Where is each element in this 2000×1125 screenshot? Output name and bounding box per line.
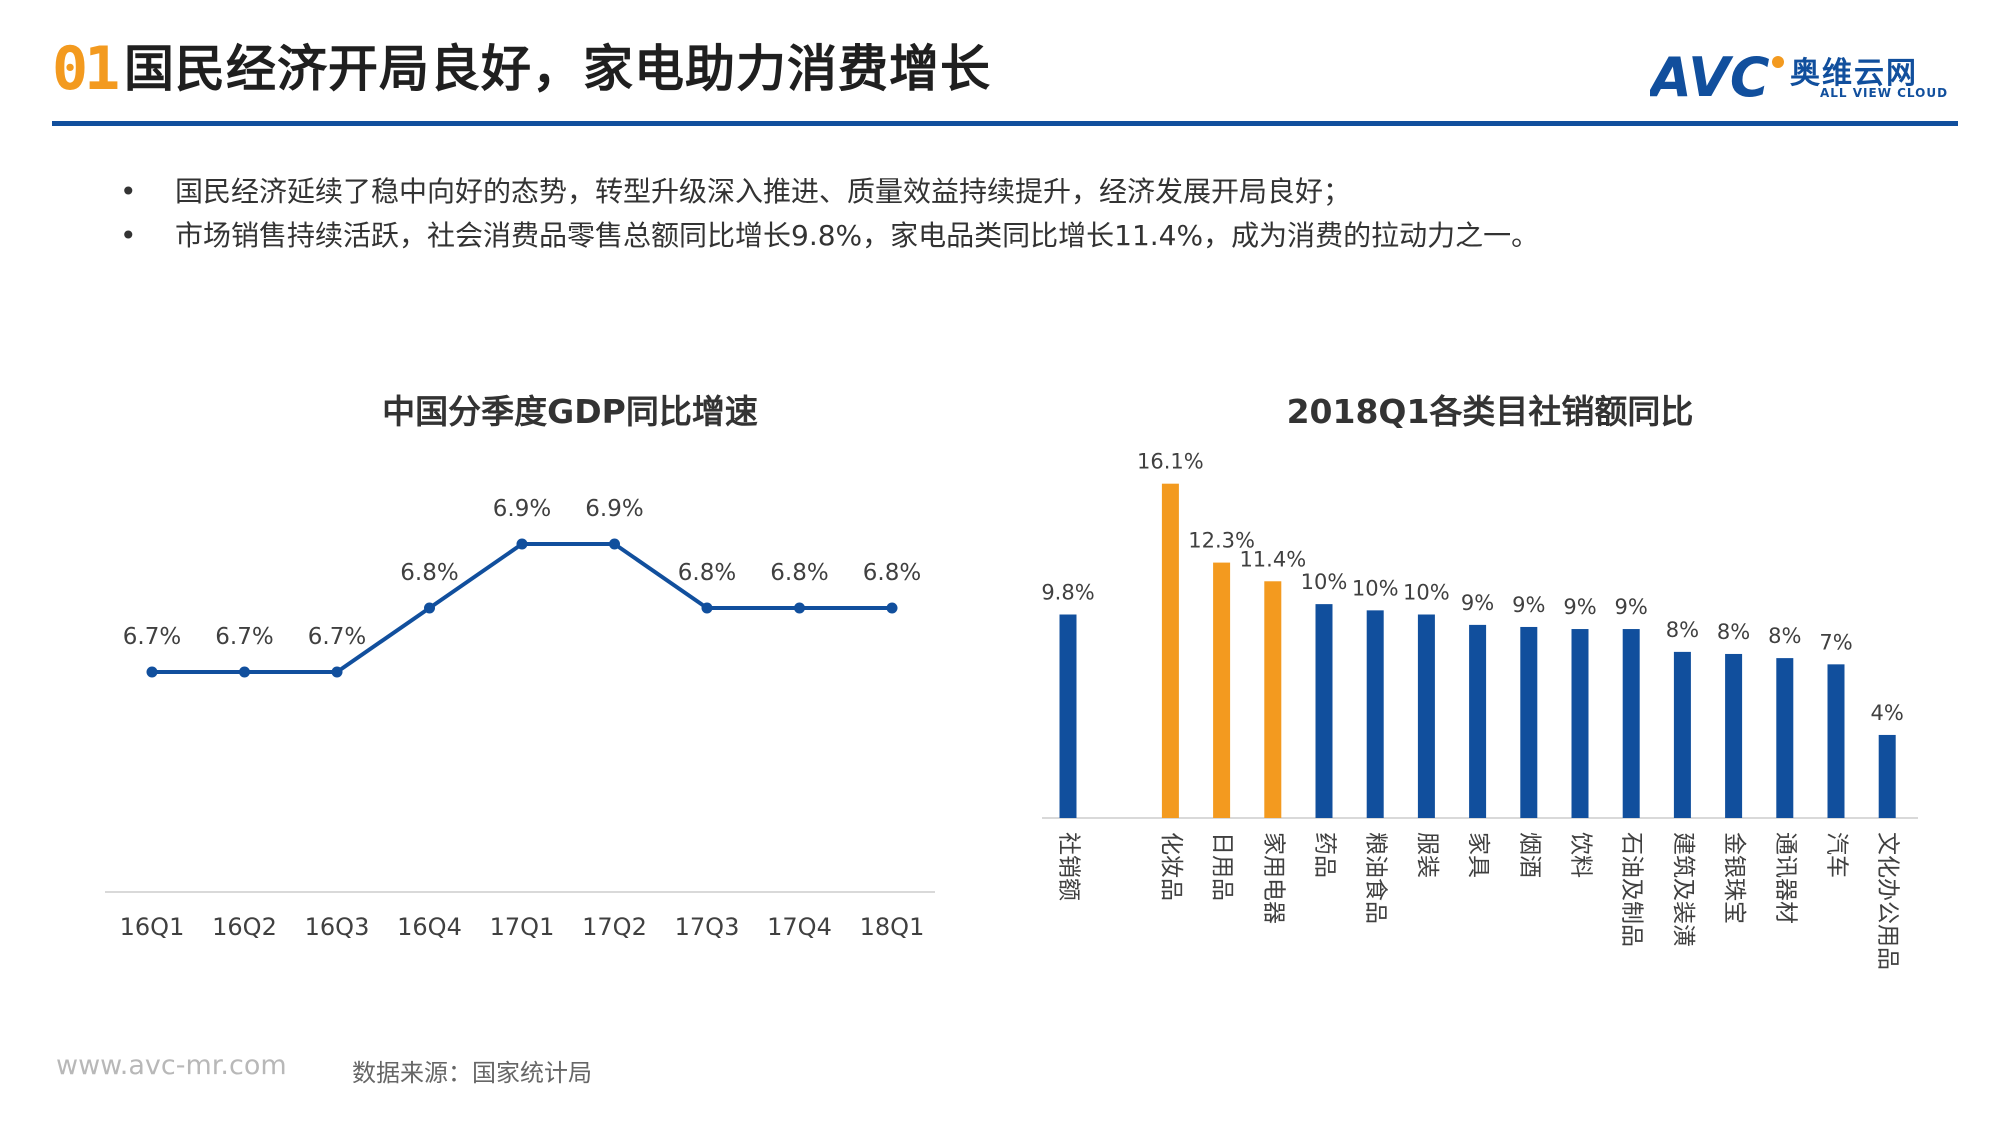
bar-data-label: 9.8% xyxy=(1041,581,1094,605)
gdp-tick-label: 17Q4 xyxy=(767,913,832,941)
bar-tick-label: 社销额 xyxy=(1056,832,1082,901)
category-bar xyxy=(1622,629,1640,818)
category-bar xyxy=(1417,614,1435,818)
category-bar xyxy=(1776,658,1794,818)
category-bar xyxy=(1673,651,1691,818)
gdp-tick-label: 16Q1 xyxy=(120,913,185,941)
bar-data-label: 10% xyxy=(1301,570,1348,594)
bar-tick-label: 通讯器材 xyxy=(1772,832,1798,924)
bar-data-label: 9% xyxy=(1461,591,1494,615)
gdp-tick-label: 16Q4 xyxy=(397,913,462,941)
gdp-chart-title: 中国分季度GDP同比增速 xyxy=(382,392,758,431)
bar-tick-label: 家具 xyxy=(1465,832,1491,878)
category-bar xyxy=(1366,610,1384,818)
header-rule xyxy=(52,121,1958,126)
gdp-tick-label: 17Q1 xyxy=(490,913,555,941)
bar-data-label: 10% xyxy=(1403,581,1450,605)
bar-tick-label: 粮油食品 xyxy=(1363,832,1389,924)
bar-data-label: 10% xyxy=(1352,576,1399,600)
gdp-data-label: 6.7% xyxy=(123,624,181,650)
page-title: 国民经济开局良好，家电助力消费增长 xyxy=(124,40,991,98)
bar-data-label: 8% xyxy=(1666,618,1699,642)
gdp-tick-label: 17Q2 xyxy=(582,913,647,941)
bar-tick-label: 家用电器 xyxy=(1260,832,1286,924)
logo-name-en: ALL VIEW CLOUD xyxy=(1820,86,1949,100)
bar-data-label: 7% xyxy=(1819,630,1852,654)
gdp-data-label: 6.8% xyxy=(863,560,921,586)
gdp-point xyxy=(886,602,898,614)
category-bar xyxy=(1315,604,1333,818)
gdp-tick-label: 16Q2 xyxy=(212,913,277,941)
bar-tick-label: 金银珠宝 xyxy=(1721,832,1747,924)
gdp-data-label: 6.7% xyxy=(308,624,366,650)
gdp-line-chart: 6.7% 16Q1 6.7% 16Q2 6.7% 16Q3 6.8% 16Q4 6.9% 17Q1… xyxy=(105,496,935,941)
category-bar xyxy=(1059,614,1077,818)
bullet-text: 国民经济延续了稳中向好的态势，转型升级深入推进、质量效益持续提升，经济发展开局良… xyxy=(175,175,1352,208)
bar-tick-label: 日用品 xyxy=(1209,832,1235,901)
footer-url[interactable]: www.avc-mr.com xyxy=(56,1050,287,1081)
bar-tick-label: 建筑及装潢 xyxy=(1670,832,1696,947)
gdp-point xyxy=(424,602,435,614)
category-bar xyxy=(1520,626,1538,818)
gdp-tick-label: 17Q3 xyxy=(675,913,740,941)
bar-data-label: 9% xyxy=(1563,595,1596,619)
bar-data-label: 12.3% xyxy=(1188,529,1255,553)
category-bar xyxy=(1161,483,1179,818)
gdp-data-label: 6.8% xyxy=(400,560,458,586)
category-bar xyxy=(1264,581,1282,818)
category-chart-title: 2018Q1各类目社销额同比 xyxy=(1286,392,1694,431)
category-bar xyxy=(1827,664,1845,818)
bar-tick-label: 烟酒 xyxy=(1516,832,1542,878)
category-bar xyxy=(1213,562,1231,818)
category-bar xyxy=(1725,653,1743,818)
gdp-point xyxy=(609,538,620,550)
bullet-item: • 市场销售持续活跃，社会消费品零售总额同比增长9.8%，家电品类同比增长11.… xyxy=(120,214,1920,258)
bar-data-label: 8% xyxy=(1768,624,1801,648)
gdp-tick-label: 16Q3 xyxy=(305,913,370,941)
category-bar-chart: 9.8% 社销额 16.1% 化妆品 12.3% 日用品 11.4% 家用电器 10% 药品 10%… xyxy=(1041,450,1918,970)
bar-data-label: 8% xyxy=(1717,620,1750,644)
gdp-point xyxy=(701,602,713,614)
bullet-item: • 国民经济延续了稳中向好的态势，转型升级深入推进、质量效益持续提升，经济发展开… xyxy=(120,170,1920,214)
gdp-point xyxy=(239,666,250,678)
gdp-data-label: 6.8% xyxy=(678,560,736,586)
bar-tick-label: 汽车 xyxy=(1824,832,1850,878)
category-bar xyxy=(1469,624,1487,818)
bar-tick-label: 文化办公用品 xyxy=(1875,832,1901,970)
bullet-text: 市场销售持续活跃，社会消费品零售总额同比增长9.8%，家电品类同比增长11.4%… xyxy=(175,219,1540,252)
data-source: 数据来源：国家统计局 xyxy=(352,1059,592,1087)
gdp-data-label: 6.8% xyxy=(770,560,828,586)
bullet-dot: • xyxy=(120,219,137,252)
gdp-point xyxy=(331,666,343,678)
bar-data-label: 16.1% xyxy=(1137,450,1204,474)
gdp-data-label: 6.9% xyxy=(493,496,551,522)
bar-tick-label: 饮料 xyxy=(1568,832,1594,878)
gdp-point xyxy=(794,602,805,614)
logo-dot-icon xyxy=(1772,56,1784,68)
bar-data-label: 9% xyxy=(1512,593,1545,617)
bar-tick-label: 化妆品 xyxy=(1158,832,1184,901)
gdp-point xyxy=(146,666,158,678)
header: 01 国民经济开局良好，家电助力消费增长 AVC 奥维云网 ALL VIEW C… xyxy=(0,0,2000,130)
category-bar xyxy=(1878,734,1896,818)
section-number: 01 xyxy=(52,34,120,104)
bar-data-label: 9% xyxy=(1615,595,1648,619)
gdp-point xyxy=(516,538,528,550)
avc-logo: AVC 奥维云网 ALL VIEW CLOUD xyxy=(1646,46,1960,109)
gdp-data-label: 6.9% xyxy=(585,496,643,522)
bar-tick-label: 药品 xyxy=(1312,832,1338,878)
bar-data-label: 4% xyxy=(1871,701,1904,725)
gdp-data-label: 6.7% xyxy=(215,624,273,650)
bar-data-label: 11.4% xyxy=(1239,547,1306,571)
logo-mark: AVC xyxy=(1650,46,1770,106)
bullet-dot: • xyxy=(120,175,137,208)
bar-tick-label: 石油及制品 xyxy=(1619,832,1645,947)
avc-logo-icon: AVC xyxy=(1646,46,1784,109)
gdp-tick-label: 18Q1 xyxy=(860,913,925,941)
category-bar xyxy=(1571,629,1589,818)
bar-tick-label: 服装 xyxy=(1414,832,1440,878)
logo-name-zh: 奥维云网 xyxy=(1790,56,1918,91)
bullet-list: • 国民经济延续了稳中向好的态势，转型升级深入推进、质量效益持续提升，经济发展开… xyxy=(120,170,1920,258)
